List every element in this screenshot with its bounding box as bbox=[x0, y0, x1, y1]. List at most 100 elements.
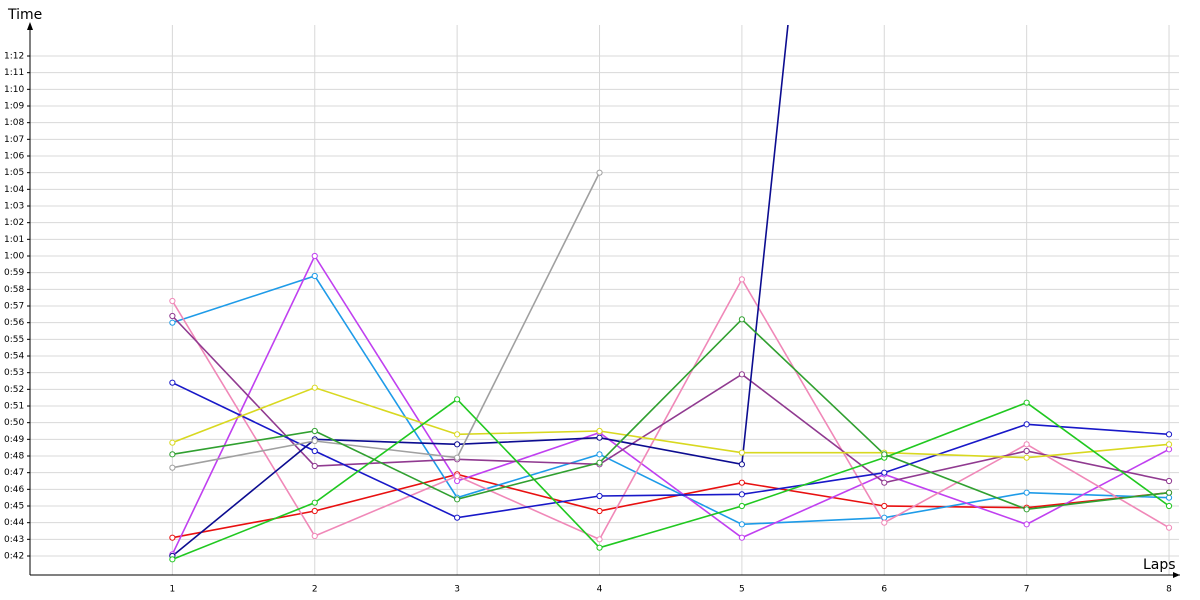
data-point bbox=[1023, 441, 1030, 448]
data-point bbox=[169, 297, 176, 305]
data-point bbox=[881, 479, 888, 486]
y-tick-label: 0:42 bbox=[4, 552, 24, 562]
series-line bbox=[172, 473, 1170, 539]
y-tick-label: 0:49 bbox=[4, 435, 24, 445]
data-point bbox=[1023, 506, 1030, 513]
data-point bbox=[454, 396, 461, 403]
x-tick-label: 8 bbox=[1166, 585, 1172, 595]
data-point bbox=[596, 492, 603, 500]
data-point bbox=[1165, 494, 1173, 501]
data-point bbox=[169, 319, 176, 326]
data-point bbox=[738, 371, 745, 378]
data-point bbox=[454, 496, 461, 503]
y-tick-label: 1:01 bbox=[4, 235, 24, 245]
y-tick-label: 1:04 bbox=[4, 185, 24, 195]
data-point bbox=[311, 447, 318, 455]
series-line bbox=[172, 318, 1170, 511]
data-point bbox=[311, 499, 318, 506]
y-tick-label: 0:46 bbox=[4, 485, 24, 495]
data-point bbox=[881, 519, 888, 526]
y-tick-label: 1:03 bbox=[4, 202, 24, 212]
data-point bbox=[311, 427, 318, 435]
data-point bbox=[1165, 446, 1173, 453]
data-point bbox=[311, 532, 318, 540]
y-tick-label: 0:47 bbox=[4, 468, 24, 478]
data-point bbox=[169, 312, 176, 320]
data-point bbox=[1023, 421, 1030, 428]
series-line bbox=[172, 398, 1170, 561]
data-point bbox=[311, 384, 318, 391]
data-point bbox=[1165, 502, 1173, 510]
y-tick-label: 0:57 bbox=[4, 302, 24, 312]
data-point bbox=[881, 469, 888, 476]
data-point bbox=[454, 454, 461, 461]
data-point bbox=[1165, 489, 1173, 496]
data-point bbox=[454, 431, 461, 438]
data-point bbox=[311, 272, 318, 280]
y-tick-label: 1:06 bbox=[4, 152, 24, 162]
y-tick-label: 0:53 bbox=[4, 368, 24, 378]
data-point bbox=[311, 252, 318, 260]
x-tick-label: 7 bbox=[1024, 585, 1030, 595]
y-tick-label: 0:45 bbox=[4, 502, 24, 512]
y-axis-arrow bbox=[27, 22, 33, 30]
y-tick-label: 1:11 bbox=[4, 68, 24, 78]
data-point bbox=[881, 451, 888, 458]
x-axis-arrow bbox=[1173, 572, 1180, 578]
y-tick-label: 0:43 bbox=[4, 535, 24, 545]
y-tick-label: 0:51 bbox=[4, 402, 24, 412]
data-point bbox=[169, 439, 176, 446]
data-point bbox=[1023, 489, 1030, 496]
y-tick-label: 0:44 bbox=[4, 518, 24, 528]
y-tick-label: 0:54 bbox=[4, 352, 24, 362]
series-line bbox=[172, 275, 1170, 526]
y-tick-label: 0:55 bbox=[4, 335, 24, 345]
y-tick-label: 1:12 bbox=[4, 52, 24, 62]
data-point bbox=[596, 451, 603, 458]
data-point bbox=[454, 477, 461, 485]
y-tick-label: 1:02 bbox=[4, 218, 24, 228]
data-point bbox=[454, 441, 461, 448]
y-tick-label: 0:56 bbox=[4, 318, 24, 328]
data-point bbox=[169, 556, 176, 563]
plot-area bbox=[169, 25, 1173, 563]
data-point bbox=[1023, 447, 1030, 455]
series-line bbox=[171, 277, 1170, 541]
series-line bbox=[172, 386, 1170, 459]
y-tick-label: 1:08 bbox=[4, 118, 24, 128]
x-axis-label: Laps bbox=[1143, 557, 1176, 573]
data-point bbox=[1165, 477, 1173, 485]
data-point bbox=[738, 491, 745, 498]
y-tick-label: 1:07 bbox=[4, 135, 24, 145]
data-point bbox=[738, 521, 745, 528]
data-point bbox=[596, 507, 603, 515]
data-point bbox=[738, 461, 745, 468]
data-point bbox=[881, 514, 888, 521]
data-point bbox=[1023, 521, 1030, 528]
data-point bbox=[311, 437, 318, 445]
y-tick-label: 1:05 bbox=[4, 168, 24, 178]
data-point bbox=[1023, 399, 1030, 406]
x-tick-label: 6 bbox=[881, 585, 887, 595]
series-line bbox=[172, 381, 1170, 519]
x-tick-label: 5 bbox=[739, 585, 745, 595]
y-axis-label: Time bbox=[7, 7, 42, 23]
x-tick-label: 3 bbox=[454, 585, 460, 595]
data-point bbox=[311, 462, 318, 470]
data-point bbox=[454, 472, 461, 480]
y-tick-label: 1:10 bbox=[4, 85, 24, 95]
data-point bbox=[596, 427, 603, 435]
data-point bbox=[738, 449, 745, 456]
x-tick-label: 4 bbox=[597, 585, 603, 595]
data-point bbox=[169, 379, 176, 386]
data-point bbox=[596, 459, 603, 466]
y-tick-label: 0:52 bbox=[4, 385, 24, 395]
data-point bbox=[169, 451, 176, 458]
series-line bbox=[171, 25, 789, 557]
data-point bbox=[169, 464, 176, 471]
data-point bbox=[311, 507, 318, 515]
y-tick-label: 0:48 bbox=[4, 452, 24, 462]
series-line bbox=[172, 172, 601, 469]
y-tick-label: 0:59 bbox=[4, 268, 24, 278]
